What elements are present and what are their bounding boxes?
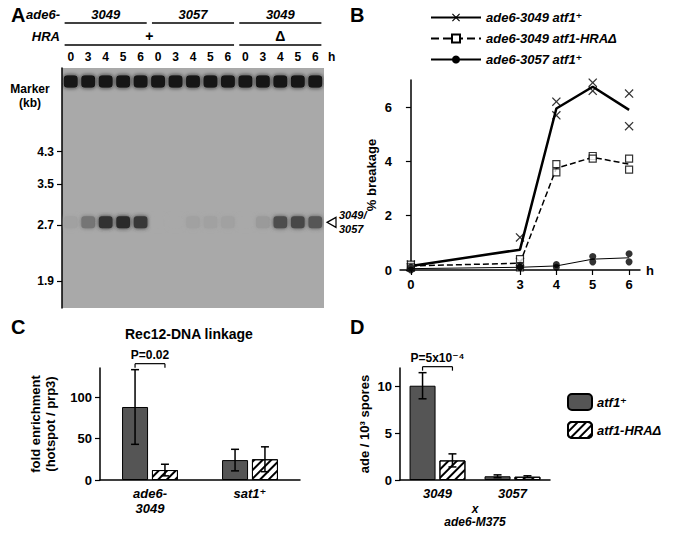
svg-text:(kb): (kb) xyxy=(19,96,41,110)
svg-text:4: 4 xyxy=(277,50,284,64)
svg-text:4: 4 xyxy=(553,277,561,292)
svg-text:ade6-: ade6- xyxy=(133,486,167,501)
svg-text:0: 0 xyxy=(385,263,392,278)
svg-text:5: 5 xyxy=(294,50,301,64)
svg-text:4: 4 xyxy=(385,154,393,169)
svg-text:6: 6 xyxy=(625,277,632,292)
svg-text:3049: 3049 xyxy=(266,7,296,22)
svg-text:6: 6 xyxy=(137,50,144,64)
svg-text:0: 0 xyxy=(155,50,162,64)
svg-text:0: 0 xyxy=(85,473,92,488)
svg-text:h: h xyxy=(328,50,335,64)
svg-text:ade6-M375: ade6-M375 xyxy=(444,515,506,529)
svg-text:3.5: 3.5 xyxy=(37,177,54,191)
svg-text:100: 100 xyxy=(70,390,92,405)
svg-text:3057: 3057 xyxy=(498,486,528,501)
svg-text:5: 5 xyxy=(207,50,214,64)
svg-text:atf1⁺: atf1⁺ xyxy=(597,395,627,410)
svg-text:Rec12-DNA linkage: Rec12-DNA linkage xyxy=(125,326,253,342)
svg-text:A: A xyxy=(11,4,25,26)
svg-text:% breakage: % breakage xyxy=(364,139,379,211)
svg-text:fold enrichment: fold enrichment xyxy=(28,375,43,473)
svg-text:3: 3 xyxy=(260,50,267,64)
svg-text:HRA: HRA xyxy=(32,29,60,44)
svg-text:5: 5 xyxy=(385,426,392,441)
svg-text:3: 3 xyxy=(516,277,523,292)
svg-text:ade6-3049 atf1-HRAΔ: ade6-3049 atf1-HRAΔ xyxy=(486,31,617,46)
svg-text:x: x xyxy=(471,502,480,516)
svg-text:ade6-: ade6- xyxy=(26,7,60,22)
svg-text:Δ: Δ xyxy=(275,28,285,44)
svg-text:3: 3 xyxy=(85,50,92,64)
svg-text:3057: 3057 xyxy=(339,223,364,235)
svg-text:3049: 3049 xyxy=(91,7,121,22)
svg-text:Marker: Marker xyxy=(10,82,50,96)
svg-text:2: 2 xyxy=(385,208,392,223)
svg-text:ade6-3049 atf1⁺: ade6-3049 atf1⁺ xyxy=(486,10,582,25)
svg-text:D: D xyxy=(350,316,364,338)
svg-text:3049/: 3049/ xyxy=(339,209,368,221)
svg-text:50: 50 xyxy=(78,431,92,446)
svg-text:6: 6 xyxy=(225,50,232,64)
svg-text:P=0.02: P=0.02 xyxy=(131,348,170,362)
svg-text:P=5x10⁻⁴: P=5x10⁻⁴ xyxy=(411,351,465,365)
svg-text:ade / 10³ spores: ade / 10³ spores xyxy=(357,375,372,473)
svg-text:sat1⁺: sat1⁺ xyxy=(234,486,267,501)
svg-text:1.9: 1.9 xyxy=(37,274,54,288)
svg-text:3049: 3049 xyxy=(423,486,453,501)
svg-text:5: 5 xyxy=(589,277,596,292)
svg-text:+: + xyxy=(145,28,153,44)
svg-text:3: 3 xyxy=(172,50,179,64)
svg-text:4: 4 xyxy=(102,50,109,64)
svg-text:4.3: 4.3 xyxy=(37,145,54,159)
svg-text:10: 10 xyxy=(378,379,392,394)
svg-text:3057: 3057 xyxy=(179,7,209,22)
svg-text:6: 6 xyxy=(385,100,392,115)
svg-text:C: C xyxy=(11,316,25,338)
svg-text:atf1-HRAΔ: atf1-HRAΔ xyxy=(597,423,662,438)
svg-text:h: h xyxy=(646,263,654,278)
svg-text:0: 0 xyxy=(407,277,414,292)
svg-text:ade6-3057 atf1⁺: ade6-3057 atf1⁺ xyxy=(486,52,582,67)
svg-text:0: 0 xyxy=(242,50,249,64)
svg-text:(hotspot / prp3): (hotspot / prp3) xyxy=(43,376,58,471)
svg-text:0: 0 xyxy=(67,50,74,64)
svg-text:B: B xyxy=(350,4,364,26)
svg-text:3049: 3049 xyxy=(136,501,166,516)
svg-text:2.7: 2.7 xyxy=(37,218,54,232)
svg-text:0: 0 xyxy=(385,473,392,488)
svg-text:5: 5 xyxy=(120,50,127,64)
svg-text:4: 4 xyxy=(190,50,197,64)
svg-text:6: 6 xyxy=(312,50,319,64)
